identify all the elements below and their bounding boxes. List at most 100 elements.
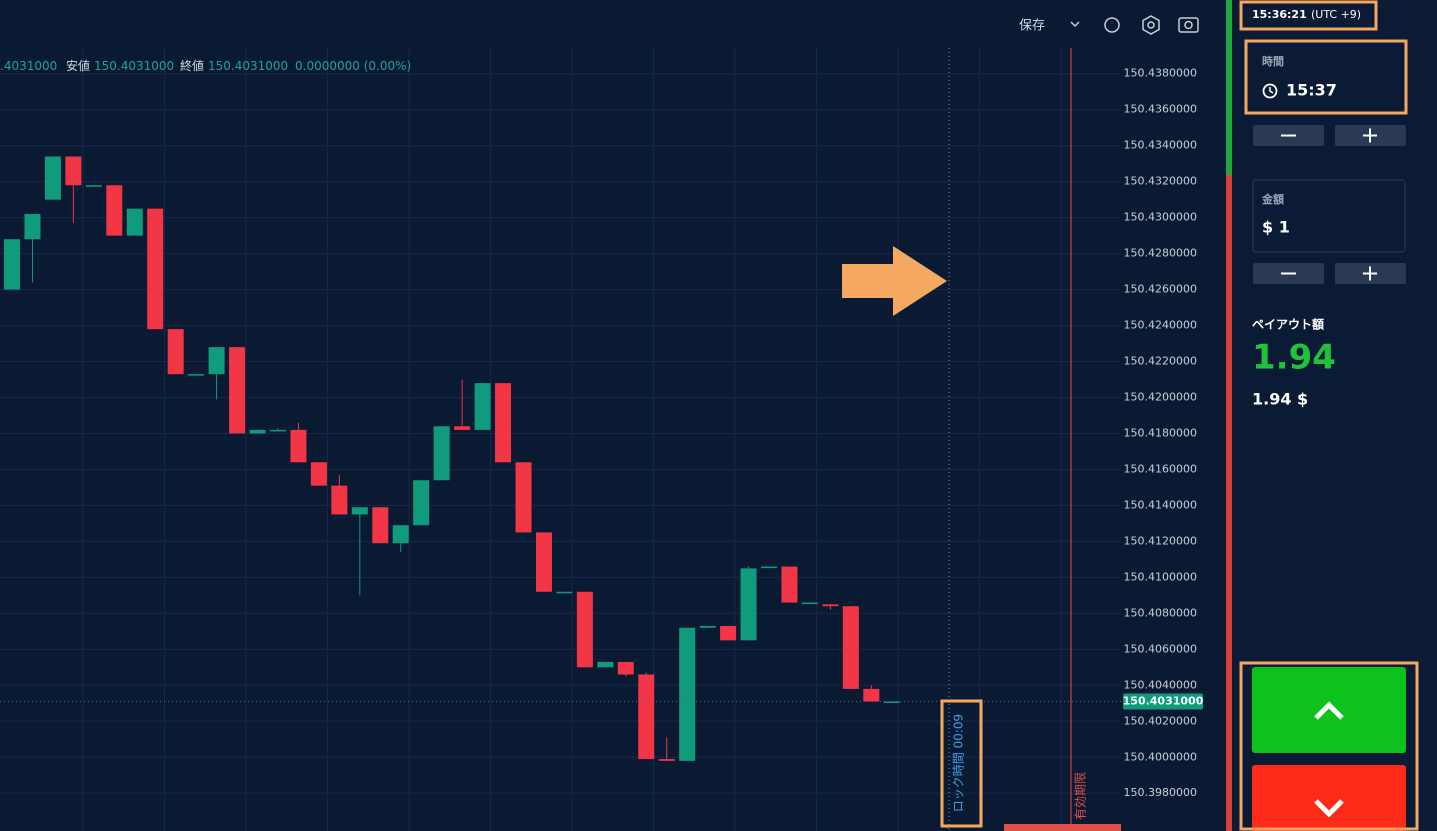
y-tick-label: 150.4320000	[1124, 175, 1197, 188]
candle-body	[535, 532, 552, 592]
y-tick-label: 150.4100000	[1124, 570, 1197, 583]
time-value[interactable]: 15:37	[1286, 81, 1337, 100]
grid: 150.3980000 150.4000000 150.4020000 150.404…	[0, 48, 1197, 831]
candle-body	[597, 661, 614, 668]
candles: 150.4031000	[0, 156, 1204, 761]
candle-body	[617, 661, 634, 675]
low-value: 150.4031000	[94, 59, 174, 73]
payout-value: 1.94	[1252, 338, 1336, 378]
plus-icon	[1363, 266, 1377, 281]
prev-tail: .4031000	[0, 59, 57, 73]
candle-body	[249, 429, 266, 434]
save-button[interactable]: 保存	[1019, 19, 1045, 34]
y-tick-label: 150.4340000	[1124, 139, 1197, 152]
candle-body	[863, 688, 880, 702]
candle-body	[208, 347, 225, 375]
candle-body	[229, 347, 246, 434]
candle-body	[310, 462, 327, 486]
candle-body	[761, 566, 778, 569]
candle-body	[269, 429, 286, 432]
candle-body	[699, 625, 716, 628]
camera-icon[interactable]	[1178, 17, 1199, 33]
down-icon	[1314, 799, 1344, 818]
amount-buttons	[1253, 263, 1406, 284]
candle-body	[65, 156, 82, 186]
time-label: 時間	[1262, 54, 1284, 68]
sentiment-down	[1226, 175, 1232, 831]
settings-icon-dot	[1147, 21, 1155, 29]
last-price-label: 150.4031000	[1123, 694, 1204, 707]
candle-body	[801, 602, 818, 605]
candle-body	[679, 627, 696, 761]
candle-body	[44, 156, 61, 200]
candle-body	[556, 591, 573, 594]
settings-icon[interactable]	[1142, 15, 1160, 35]
candle-body	[188, 374, 205, 376]
candle-body	[413, 480, 430, 526]
candle-body	[147, 208, 164, 330]
candle-body	[290, 429, 307, 463]
candle-body	[638, 674, 655, 760]
y-tick-label: 150.4380000	[1124, 67, 1197, 80]
time-buttons	[1253, 125, 1406, 146]
y-tick-label: 150.4080000	[1124, 606, 1197, 619]
plus-icon	[1363, 128, 1377, 143]
y-tick-label: 150.4040000	[1124, 678, 1197, 691]
candle-body	[4, 239, 20, 290]
up-icon	[1314, 701, 1344, 720]
close-value: 150.4031000	[208, 59, 288, 73]
clock-hand	[1269, 87, 1274, 94]
candle-body	[781, 566, 798, 603]
sentiment-up	[1226, 0, 1232, 175]
last-price-tag	[1123, 693, 1203, 710]
amount-box[interactable]	[1252, 179, 1406, 253]
candle-body	[658, 759, 675, 761]
highlight-box	[940, 699, 983, 828]
y-tick-label: 150.4220000	[1124, 355, 1197, 368]
change-value: 0.0000000 (0.00%)	[295, 59, 411, 73]
candle-body	[167, 329, 184, 375]
y-tick-label: 150.4020000	[1124, 714, 1197, 727]
clock-icon	[1262, 83, 1278, 99]
y-tick-label: 150.4280000	[1124, 247, 1197, 260]
y-tick-label: 150.4120000	[1124, 534, 1197, 547]
up-button[interactable]	[1252, 667, 1406, 753]
candle-body	[106, 185, 123, 236]
y-tick-label: 150.4060000	[1124, 642, 1197, 655]
y-tick-label: 150.4200000	[1124, 391, 1197, 404]
close-label: 終値	[180, 58, 204, 73]
expiry-tag	[1004, 824, 1121, 831]
candle-body	[576, 591, 593, 668]
highlight-box	[1239, 661, 1419, 831]
camera-lens	[1184, 20, 1193, 30]
y-tick-label: 150.4360000	[1124, 103, 1197, 116]
candle-body	[24, 214, 41, 240]
candle-body	[883, 701, 900, 703]
y-tick-label: 150.4160000	[1124, 462, 1197, 475]
amount-label: 金額	[1261, 192, 1284, 206]
candle-body	[495, 383, 512, 463]
candle-body	[822, 604, 839, 607]
lock-label: ロック時間 00:09	[952, 714, 966, 812]
y-tick-label: 150.4000000	[1124, 750, 1197, 763]
y-tick-label: 150.3980000	[1124, 786, 1197, 799]
candle-body	[474, 383, 491, 430]
candle-body	[351, 507, 368, 515]
candle-body	[842, 606, 859, 689]
amount-value[interactable]: $ 1	[1262, 218, 1290, 237]
down-button[interactable]	[1252, 765, 1406, 831]
expiry-label: 有効期限	[1073, 772, 1088, 820]
dropdown-icon[interactable]	[1070, 21, 1080, 28]
ohlc-legend: .4031000 安値 150.4031000 終値 150.4031000 0…	[0, 58, 411, 73]
clock: 15:36:21	[1252, 8, 1307, 21]
highlight-box	[1239, 0, 1378, 31]
highlight-box	[1244, 39, 1408, 115]
candle-body	[454, 426, 471, 430]
candle-body	[392, 525, 409, 544]
candle-body	[331, 485, 348, 515]
candle-body	[126, 208, 143, 236]
y-tick-label: 150.4240000	[1124, 319, 1197, 332]
candle-body	[740, 568, 757, 641]
indicator-icon[interactable]	[1104, 17, 1120, 33]
